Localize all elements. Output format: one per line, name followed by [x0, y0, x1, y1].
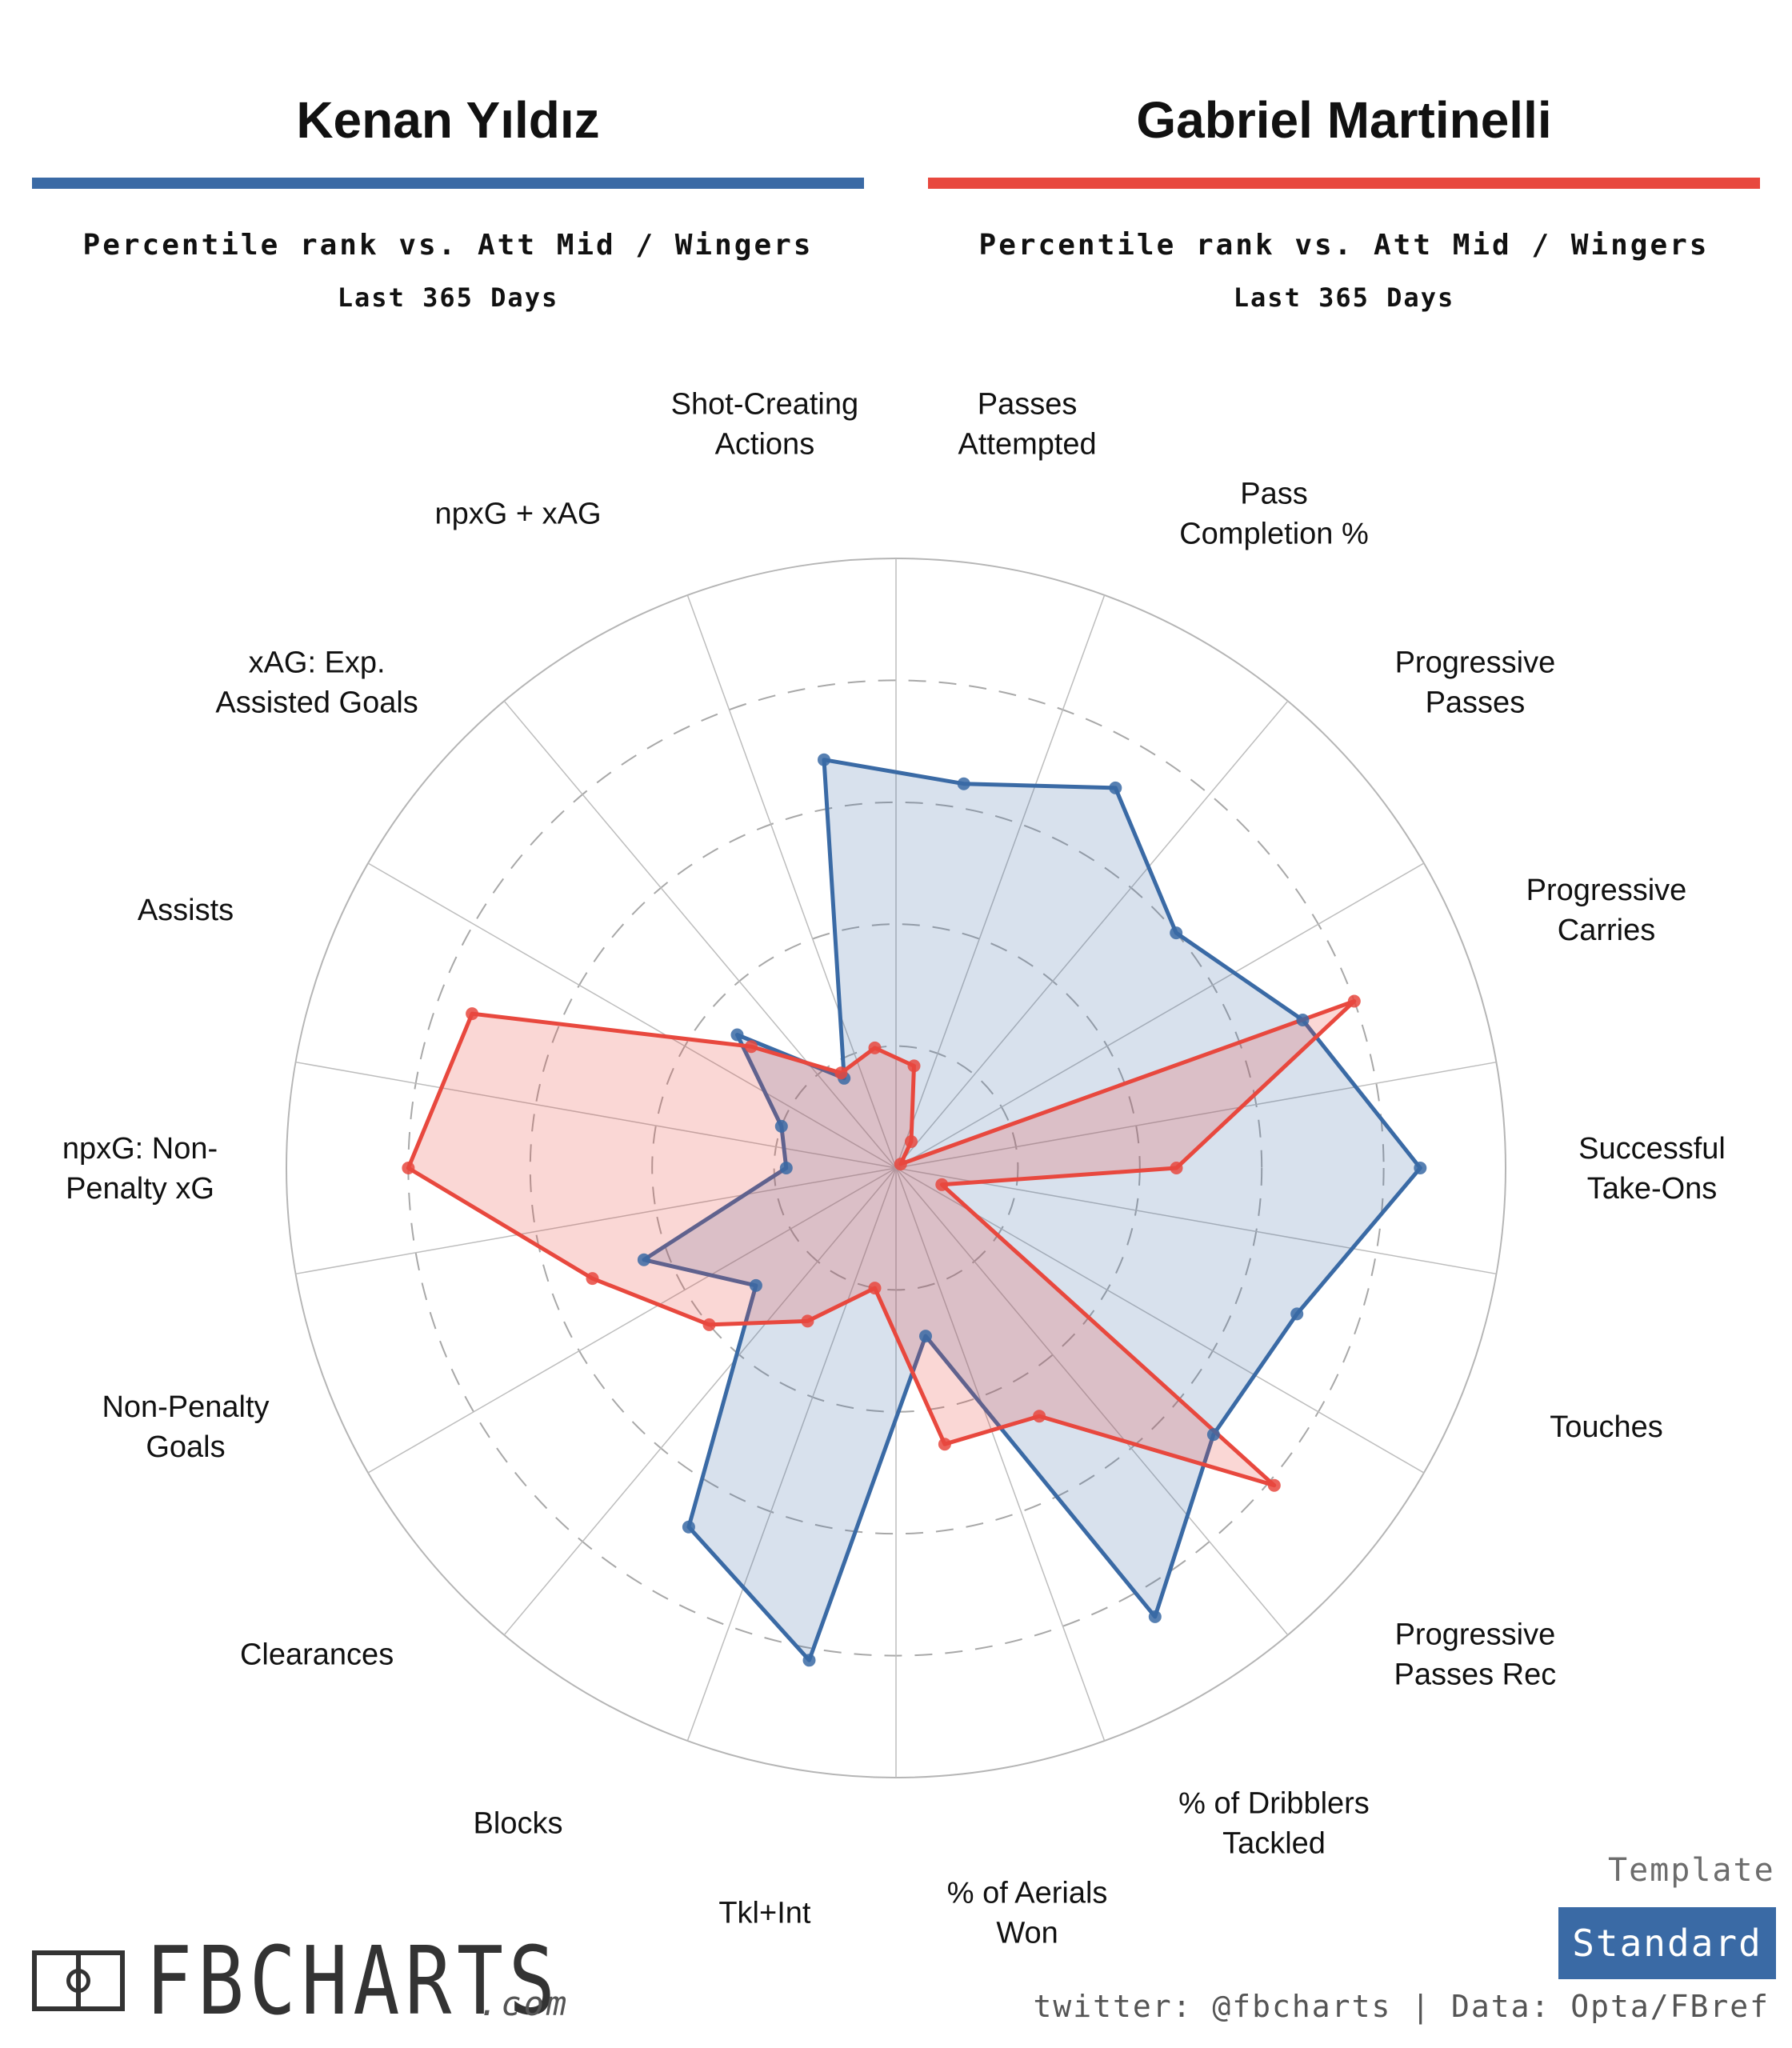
data-point-series-1: [779, 1162, 793, 1174]
data-point-series-1: [818, 753, 830, 766]
template-badge: Standard: [1558, 1907, 1776, 1979]
data-point-series-2: [935, 1178, 949, 1191]
axis-label: xAG: Exp. Assisted Goals: [215, 646, 418, 720]
data-point-series-2: [894, 1158, 907, 1171]
spoke-line: [895, 862, 1425, 1169]
data-point-series-2: [1347, 994, 1361, 1008]
data-point-series-2: [745, 1040, 758, 1054]
axis-label: Clearances: [240, 1638, 394, 1671]
spoke-line: [895, 594, 1106, 1169]
grid-ring-60: [529, 801, 1263, 1535]
axis-label: Assists: [138, 894, 234, 927]
player-header-left: Kenan Yıldız Percentile rank vs. Att Mid…: [32, 0, 864, 313]
axis-label: Progressive Passes: [1395, 646, 1556, 720]
data-point-series-1: [957, 777, 970, 790]
data-point-series-1: [1170, 926, 1183, 940]
data-point-series-2: [1267, 1478, 1281, 1492]
spoke-line: [367, 862, 897, 1169]
spoke-line: [503, 700, 897, 1169]
period-left: Last 365 Days: [337, 282, 559, 313]
spoke-line: [295, 1167, 897, 1275]
data-point-series-2: [834, 1066, 848, 1080]
data-point-series-1: [774, 1119, 788, 1133]
axis-label: % of Aerials Won: [947, 1877, 1108, 1950]
axis-label: Successful Take-Ons: [1578, 1132, 1726, 1206]
brand-logo-suffix: .com: [478, 1984, 570, 2023]
footer-credits: twitter: @fbcharts | Data: Opta/FBref: [1033, 1989, 1770, 2024]
player-color-bar-right: [928, 178, 1760, 189]
data-point-series-1: [802, 1654, 816, 1667]
axis-label: npxG + xAG: [434, 498, 601, 531]
data-point-series-2: [868, 1041, 882, 1054]
spoke-line: [686, 594, 897, 1169]
axis-label: Tkl+Int: [718, 1897, 811, 1930]
period-right: Last 365 Days: [1233, 282, 1455, 313]
spoke-line: [895, 700, 1289, 1169]
data-point-series-2: [702, 1318, 716, 1331]
player-header-right: Gabriel Martinelli Percentile rank vs. A…: [928, 0, 1760, 313]
brand-logo: FBCHARTS: [146, 1926, 561, 2036]
data-point-series-1: [1296, 1014, 1310, 1026]
subtitle-left: Percentile rank vs. Att Mid / Wingers: [82, 229, 814, 262]
data-point-series-1: [1290, 1307, 1304, 1321]
data-point-series-2: [402, 1162, 415, 1174]
axis-label: Pass Completion %: [1179, 478, 1369, 551]
data-point-series-2: [905, 1135, 918, 1148]
axis-label: npxG: Non-Penalty xG: [62, 1132, 218, 1206]
spoke-line: [895, 1167, 1106, 1742]
axis-label: % of Dribblers Tackled: [1178, 1786, 1370, 1860]
data-point-series-2: [938, 1438, 951, 1451]
data-point-series-1: [919, 1330, 932, 1343]
data-point-series-1: [637, 1253, 650, 1266]
data-point-series-2: [868, 1282, 882, 1295]
data-point-series-1: [1206, 1428, 1220, 1442]
data-point-series-1: [1414, 1162, 1427, 1174]
axis-label: Touches: [1550, 1410, 1663, 1444]
axis-label: Progressive Passes Rec: [1394, 1618, 1557, 1691]
data-point-series-2: [466, 1007, 479, 1021]
data-point-series-1: [682, 1520, 695, 1534]
data-point-series-2: [586, 1272, 599, 1286]
grid-ring-40: [651, 923, 1141, 1413]
axis-label: Progressive Carries: [1526, 874, 1687, 947]
spoke-line: [295, 1061, 897, 1169]
spoke-line: [895, 1061, 1497, 1169]
player-name-right: Gabriel Martinelli: [1136, 91, 1552, 149]
data-point-series-2: [1033, 1410, 1046, 1423]
data-point-series-1: [1148, 1610, 1162, 1623]
player-color-bar-left: [32, 178, 864, 189]
axis-label: Passes Attempted: [958, 387, 1096, 461]
data-point-series-1: [1109, 781, 1122, 794]
axis-label: Shot-Creating Actions: [671, 387, 858, 461]
data-point-series-1: [730, 1028, 744, 1042]
axis-label: Blocks: [474, 1806, 563, 1840]
data-point-series-1: [749, 1278, 762, 1292]
data-point-series-2: [907, 1059, 921, 1073]
spoke-line: [895, 1167, 1425, 1474]
spoke-line: [367, 1167, 897, 1474]
pitch-logo-icon: [32, 1950, 125, 2011]
player-name-left: Kenan Yıldız: [296, 91, 600, 149]
data-point-series-2: [801, 1314, 814, 1328]
axis-label: Non-Penalty Goals: [102, 1390, 269, 1464]
subtitle-right: Percentile rank vs. Att Mid / Wingers: [978, 229, 1710, 262]
spoke-line: [895, 1167, 1497, 1275]
spoke-line: [895, 1167, 1289, 1636]
data-point-series-2: [1170, 1162, 1183, 1174]
spoke-line: [686, 1167, 897, 1742]
template-label: Template: [1608, 1852, 1775, 1889]
spoke-line: [503, 1167, 897, 1636]
